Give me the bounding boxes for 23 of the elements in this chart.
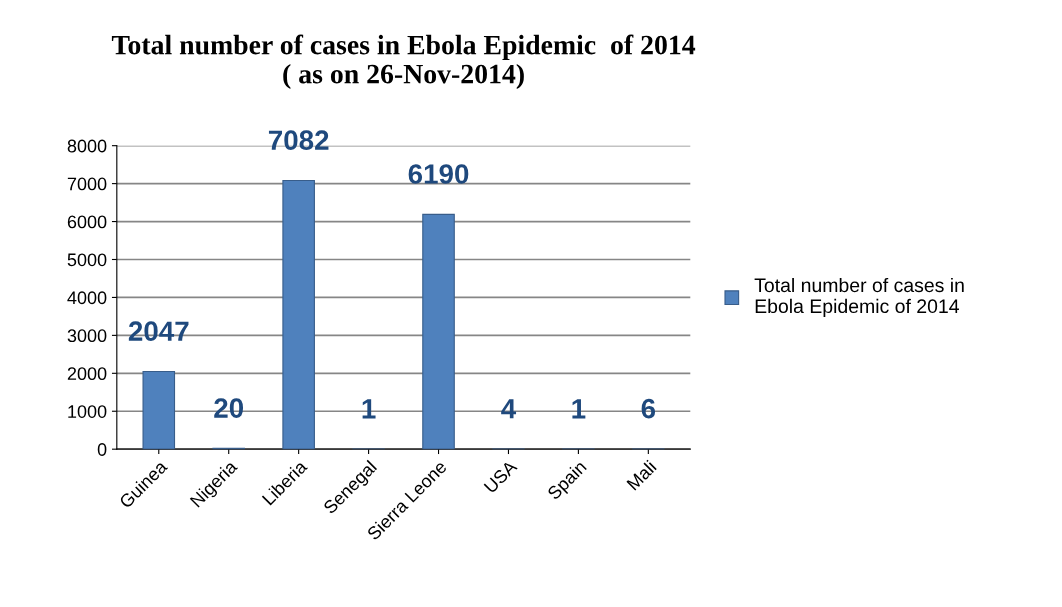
data-label: 6190 [408, 164, 469, 184]
y-tick-label: 2000 [67, 367, 107, 381]
data-label: 2047 [128, 321, 189, 342]
y-tick-label: 5000 [67, 253, 107, 267]
y-tick-label: 3000 [67, 329, 107, 343]
data-label: 1 [362, 399, 376, 419]
y-tick-label: 4000 [67, 291, 107, 305]
y-tick-label: 6000 [67, 215, 107, 229]
bar [142, 370, 176, 450]
data-label: 6 [641, 398, 656, 419]
bar [282, 179, 315, 450]
x-tick-label: USA [483, 459, 518, 494]
data-label: 4 [501, 399, 517, 419]
y-tick-label: 8000 [67, 139, 107, 153]
data-label: 1 [572, 399, 586, 419]
legend-label: Total number of cases in Ebola Epidemic of 2014 [754, 277, 964, 317]
bar [422, 213, 455, 450]
data-label: 7082 [268, 130, 329, 151]
y-tick-label: 7000 [67, 177, 107, 191]
data-label: 20 [214, 398, 244, 418]
y-tick-label: 1000 [68, 405, 107, 418]
chart-title: Total number of cases in Ebola Epidemic of 2014 ( as on 26-Nov-2014) [111, 34, 696, 90]
y-tick-label: 0 [97, 443, 107, 456]
